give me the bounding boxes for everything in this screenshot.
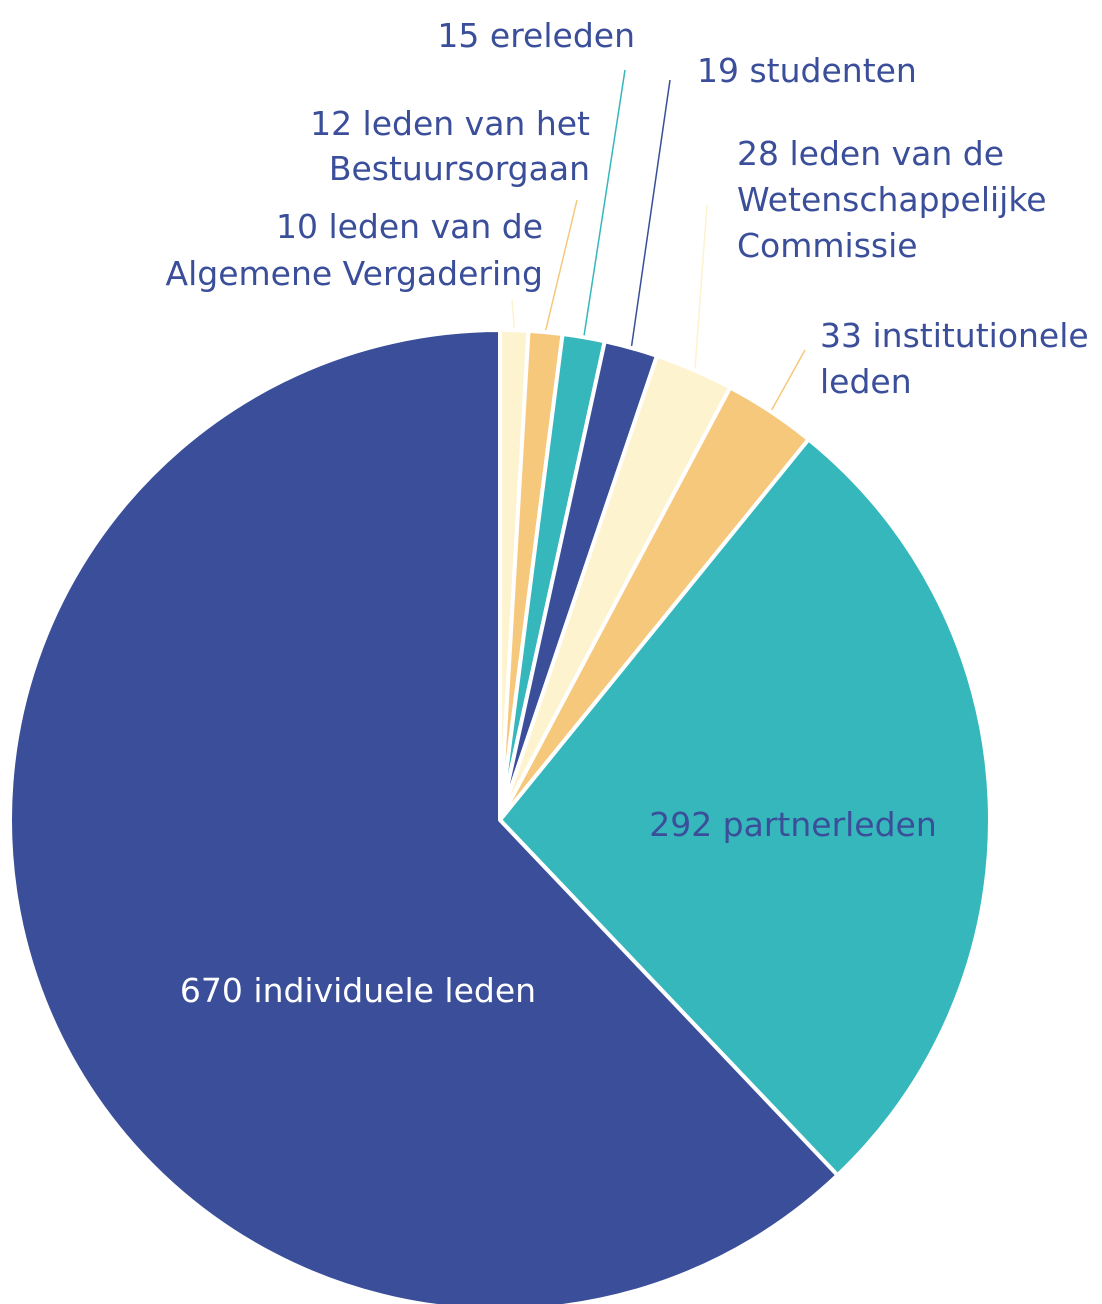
slice-label: 12 leden van het Bestuursorgaan: [310, 104, 590, 188]
slice-label-line: 670 individuele leden: [180, 971, 536, 1010]
slice-label: 15 ereleden: [437, 16, 635, 55]
slice-label: 28 leden van de Wetenschappelijke Commissi…: [737, 134, 1047, 265]
slice-label-line: 12 leden van het: [310, 104, 590, 143]
slice-label: 292 partnerleden: [649, 805, 937, 844]
slice-label-line: 292 partnerleden: [649, 805, 937, 844]
slice-label: 19 studenten: [697, 51, 917, 90]
slice-label-line: 19 studenten: [697, 51, 917, 90]
slice-label: 33 institutionele leden: [820, 316, 1089, 401]
pie-slice: [498, 437, 993, 1178]
slice-label-line: leden: [820, 362, 912, 401]
slice-label-line: 33 institutionele: [820, 316, 1089, 355]
slice-label-line: Algemene Vergadering: [166, 254, 543, 293]
slice-label: 10 leden van de Algemene Vergadering: [166, 207, 543, 293]
slice-label: 670 individuele leden: [180, 971, 536, 1010]
slice-label-line: Bestuursorgaan: [329, 149, 590, 188]
slice-label-line: 28 leden van de: [737, 134, 1004, 173]
leader-line: [583, 69, 626, 336]
leader-line: [694, 204, 708, 369]
slice-label-line: 10 leden van de: [276, 207, 543, 246]
slice-label-line: Commissie: [737, 226, 918, 265]
slice-label-line: 15 ereleden: [437, 16, 635, 55]
slice-label-line: Wetenschappelijke: [737, 180, 1047, 219]
leader-line: [545, 199, 578, 331]
leader-line: [771, 349, 806, 411]
leader-line: [630, 79, 671, 347]
leader-line: [511, 299, 516, 329]
